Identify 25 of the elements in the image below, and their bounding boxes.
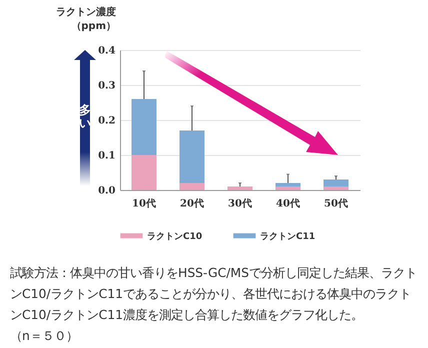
bar — [324, 186, 348, 190]
bar — [180, 183, 204, 190]
x-tick-label: 10代 — [132, 198, 156, 210]
legend-label: ラクトンC10 — [147, 232, 202, 242]
bar — [228, 186, 252, 190]
bar — [132, 99, 156, 155]
legend-label: ラクトンC11 — [260, 232, 316, 242]
bar — [132, 155, 156, 190]
y-tick-label: 0.3 — [98, 80, 116, 92]
y-tick-label: 0.1 — [98, 150, 116, 162]
y-axis-title: ラクトン濃度（ppm） — [55, 6, 116, 34]
x-tick-label: 50代 — [324, 198, 348, 210]
x-tick-label: 30代 — [228, 198, 252, 210]
x-tick-label: 40代 — [276, 198, 300, 210]
bar — [180, 130, 204, 183]
y-tick-label: 0.0 — [98, 186, 116, 196]
bar — [276, 186, 300, 190]
text: 試験方法：体臭中の甘い香りをHSS-GC/MSで分析し同定した結果、ラクトンC10/ラクトンC11であることが分かり、各世代における体臭中のラクトンC10/ラクトンC11濃度を測定し合算した数値をグラフ化した。 — [10, 264, 418, 324]
text: 多い — [79, 103, 91, 130]
x-tick-label: 20代 — [180, 198, 204, 210]
y-tick-label: 0.2 — [98, 116, 116, 126]
bar — [276, 183, 300, 186]
text: （n＝５０） — [10, 327, 79, 345]
y-tick-label: 0.4 — [98, 46, 116, 56]
bar — [324, 180, 348, 186]
